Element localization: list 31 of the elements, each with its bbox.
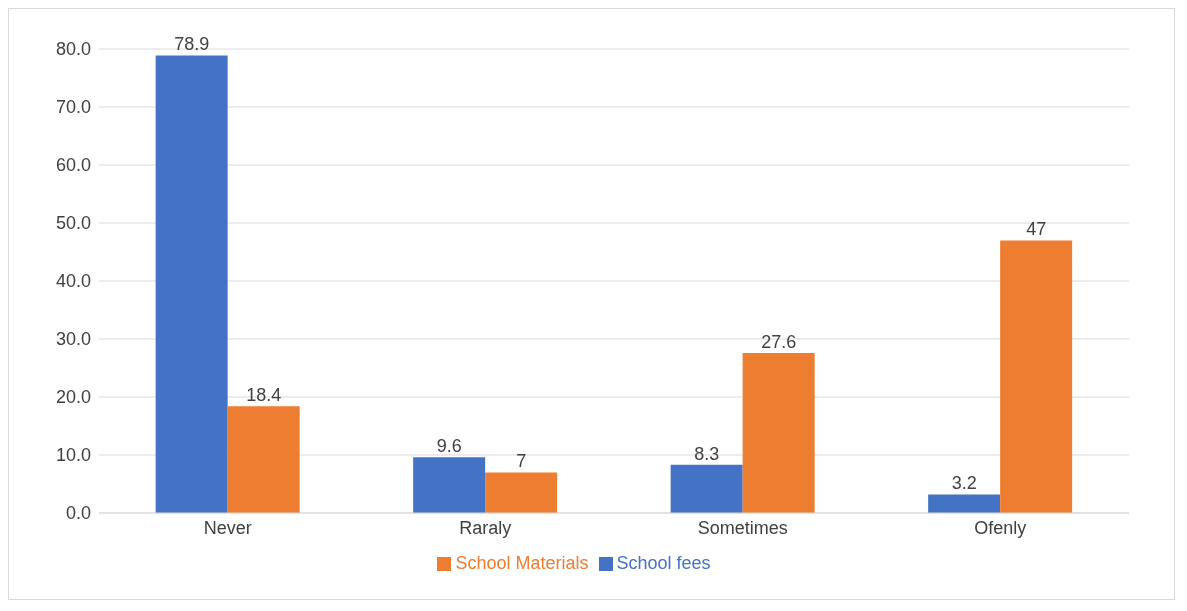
x-tick-label: Raraly [459,517,512,538]
bar [155,55,228,513]
bar [928,494,1001,513]
x-tick-label: Sometimes [697,517,788,538]
data-label: 18.4 [246,385,282,406]
legend-label: School fees [616,553,711,573]
bar [742,352,815,513]
y-tick-label: 60.0 [55,155,91,176]
data-label: 7 [516,451,527,472]
data-label: 27.6 [761,331,797,352]
y-tick-label: 40.0 [55,271,91,292]
bar [413,457,486,513]
bar [1000,240,1073,513]
data-label: 3.2 [951,473,977,494]
y-tick-label: 20.0 [55,387,91,408]
y-tick-label: 0.0 [65,503,91,524]
bar [485,472,558,513]
legend-label: School Materials [455,553,589,573]
data-label: 9.6 [436,436,462,457]
bar [670,464,743,513]
y-tick-label: 50.0 [55,213,91,234]
data-label: 78.9 [174,34,210,55]
y-tick-label: 30.0 [55,329,91,350]
data-label: 47 [1026,219,1047,240]
x-tick-label: Ofenly [974,517,1027,538]
y-tick-label: 70.0 [55,97,91,118]
y-tick-label: 10.0 [55,445,91,466]
bar [227,406,300,513]
data-label: 8.3 [694,443,720,464]
y-tick-label: 80.0 [55,39,91,60]
x-tick-label: Never [203,517,252,538]
